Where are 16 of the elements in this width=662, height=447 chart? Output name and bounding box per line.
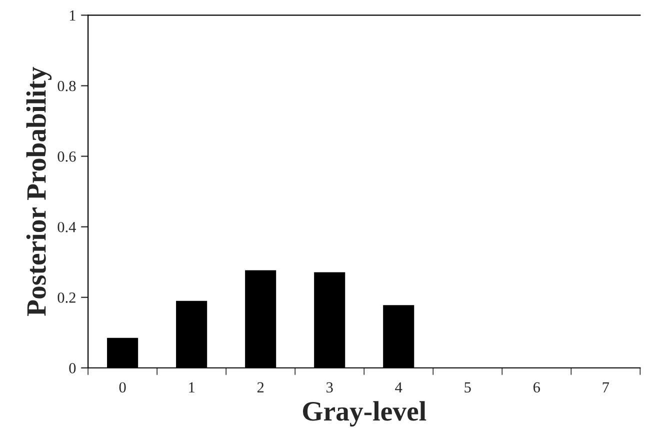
y-tick-label: 0.2 — [58, 292, 76, 303]
x-tick-label: 7 — [602, 382, 610, 392]
x-axis-title: Gray-level — [302, 401, 426, 426]
y-tick-label: 0.8 — [58, 80, 76, 92]
x-tick-label: 4 — [395, 382, 402, 392]
x-tick-label: 2 — [257, 382, 264, 392]
y-tick-label: 1 — [70, 10, 76, 20]
x-tick-label: 1 — [189, 382, 194, 392]
x-tick-label: 5 — [464, 382, 471, 393]
y-tick-label: 0 — [69, 363, 76, 374]
x-tick-label: 0 — [119, 382, 126, 393]
x-tick-label: 6 — [533, 382, 540, 393]
y-tick-label: 0.6 — [58, 151, 76, 162]
y-tick-label: 0.4 — [58, 222, 76, 232]
x-tick-label: 3 — [326, 382, 333, 393]
y-axis-title: Posterior Probability — [26, 66, 52, 316]
